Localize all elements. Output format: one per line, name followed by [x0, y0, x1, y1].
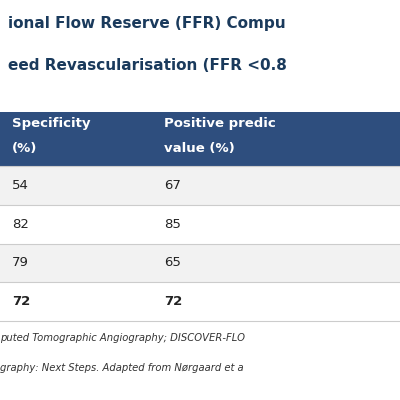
- Text: 79: 79: [12, 256, 29, 270]
- Text: ional Flow Reserve (FFR) Compu: ional Flow Reserve (FFR) Compu: [8, 16, 286, 31]
- Bar: [0, 282, 400, 321]
- Text: eed Revascularisation (FFR <0.8: eed Revascularisation (FFR <0.8: [8, 58, 287, 73]
- Text: value (%): value (%): [164, 142, 235, 156]
- Text: 72: 72: [164, 295, 182, 308]
- Text: 54: 54: [12, 179, 29, 192]
- Text: Specificity: Specificity: [12, 117, 90, 130]
- Text: 85: 85: [164, 218, 181, 231]
- Text: 72: 72: [12, 295, 30, 308]
- Text: Positive predic: Positive predic: [164, 117, 276, 130]
- Bar: [0, 244, 400, 282]
- Bar: [0, 205, 400, 244]
- Bar: [0, 112, 400, 166]
- Text: graphy: Next Steps. Adapted from Nørgaard et a: graphy: Next Steps. Adapted from Nørgaar…: [0, 363, 244, 373]
- Text: (%): (%): [12, 142, 37, 156]
- Text: 65: 65: [164, 256, 181, 270]
- Text: 82: 82: [12, 218, 29, 231]
- Text: puted Tomographic Angiography; DISCOVER-FLO: puted Tomographic Angiography; DISCOVER-…: [0, 333, 245, 343]
- Bar: [0, 166, 400, 205]
- Text: 67: 67: [164, 179, 181, 192]
